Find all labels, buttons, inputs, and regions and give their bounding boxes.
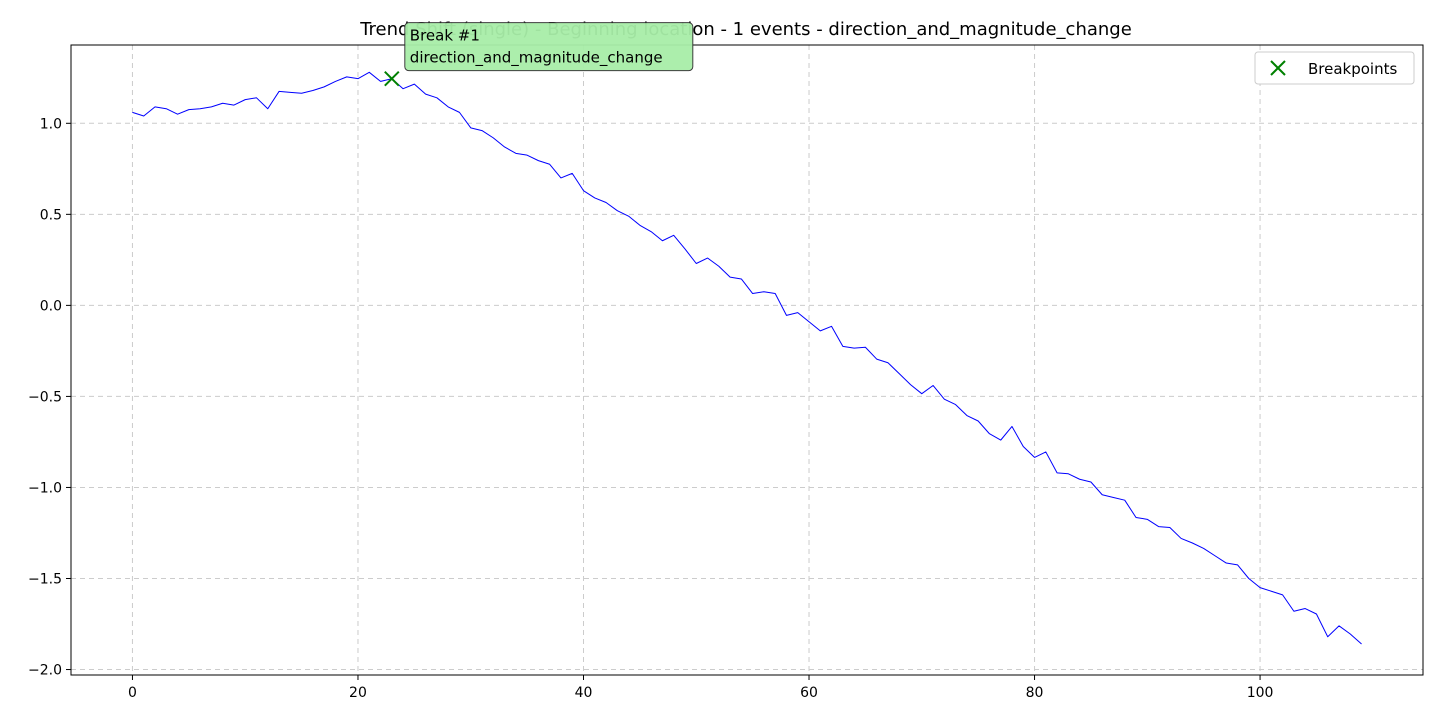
series-layer xyxy=(132,71,1362,645)
annotation-0: Break #1 direction_and_magnitude_change xyxy=(404,22,694,72)
x-tick-label: 20 xyxy=(349,685,367,701)
legend: Breakpoints xyxy=(1254,51,1415,85)
x-tick-label: 40 xyxy=(575,685,593,701)
annotation-line-2: direction_and_magnitude_change xyxy=(410,49,663,68)
x-tick-label: 80 xyxy=(1026,685,1044,701)
legend-x-mark xyxy=(1270,60,1286,76)
annotation-layer: Break #1 direction_and_magnitude_change xyxy=(404,22,694,72)
annotation-line-1: Break #1 xyxy=(410,27,480,45)
y-tick-label: −0.5 xyxy=(28,389,62,405)
legend-box xyxy=(1254,51,1415,85)
grid-vertical xyxy=(131,45,1261,675)
annotation-box xyxy=(404,22,694,72)
breakpoint-layer xyxy=(384,70,400,87)
x-tick-label: 0 xyxy=(128,685,137,701)
x-tick-label: 100 xyxy=(1247,685,1274,701)
y-tick-label: 0.5 xyxy=(40,207,62,223)
x-axis: 0 20 40 60 80 100 xyxy=(128,675,1273,701)
y-axis: 1.0 0.5 0.0 −0.5 −1.0 −1.5 −2.0 xyxy=(28,116,71,679)
x-tick-label: 60 xyxy=(800,685,818,701)
legend-breakpoint-marker xyxy=(1270,60,1286,76)
y-tick-label: −2.0 xyxy=(28,663,62,679)
y-tick-label: 1.0 xyxy=(40,116,62,132)
y-tick-label: −1.5 xyxy=(28,571,62,587)
series-line-0 xyxy=(132,71,1362,645)
grid-horizontal xyxy=(71,122,1423,671)
breakpoint-marker xyxy=(384,70,400,87)
y-tick-label: −1.0 xyxy=(28,480,62,496)
legend-label-breakpoints: Breakpoints xyxy=(1308,60,1397,78)
y-tick-label: 0.0 xyxy=(40,298,62,314)
plot-frame xyxy=(70,44,1424,676)
